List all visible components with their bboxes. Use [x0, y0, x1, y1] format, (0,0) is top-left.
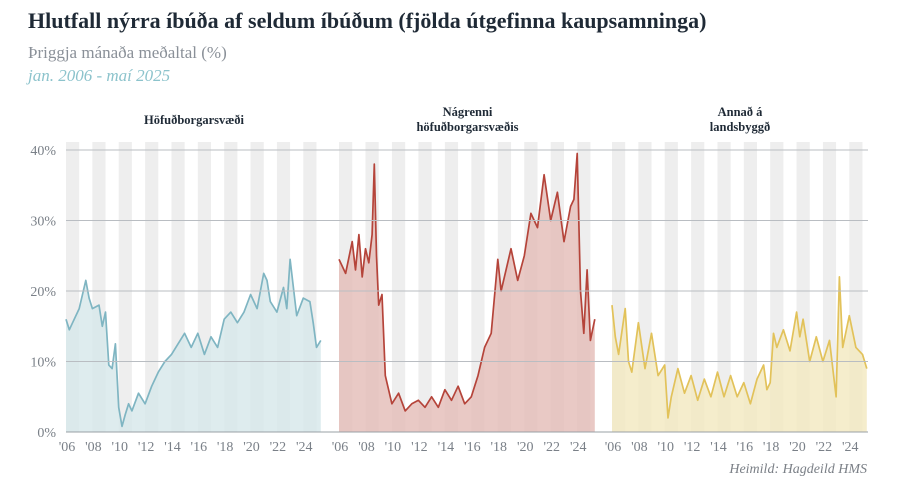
x-tick-label: '06: [59, 440, 76, 455]
year-band: [391, 142, 406, 432]
panel-title: höfuðborgarsvæðis: [416, 120, 518, 134]
chart-subtitle: Þriggja mánaða meðaltal (%): [28, 43, 227, 62]
x-tick-label: '10: [657, 440, 674, 455]
x-tick-label: '18: [763, 440, 780, 455]
y-tick-label: 40%: [30, 144, 56, 159]
x-tick-label: '08: [85, 440, 102, 455]
chart-period: jan. 2006 - maí 2025: [28, 66, 171, 85]
x-tick-label: '14: [438, 440, 455, 455]
year-band: [118, 142, 132, 432]
y-tick-label: 10%: [30, 356, 56, 371]
x-tick-label: '08: [631, 440, 648, 455]
x-tick-label: '12: [138, 440, 155, 455]
series-line: [65, 258, 322, 428]
x-tick-label: '20: [517, 440, 534, 455]
panel-title: Nágrenni: [443, 105, 493, 119]
x-tick-label: '22: [816, 440, 833, 455]
y-tick-label: 30%: [30, 215, 56, 230]
x-tick-label: '22: [270, 440, 287, 455]
year-band: [691, 142, 705, 432]
x-tick-label: '16: [737, 440, 754, 455]
x-tick-label: '18: [217, 440, 234, 455]
source-note: Heimild: Hagdeild HMS: [729, 462, 867, 477]
chart-title: Hlutfall nýrra íbúða af seldum íbúðum (f…: [28, 8, 707, 33]
panel-title: Höfuðborgarsvæði: [144, 113, 245, 127]
x-tick-label: '10: [385, 440, 402, 455]
x-tick-label: '14: [164, 440, 181, 455]
x-tick-label: '16: [191, 440, 208, 455]
x-tick-label: '12: [684, 440, 701, 455]
year-band: [664, 142, 678, 432]
panel-title: landsbyggð: [710, 120, 770, 134]
year-band: [145, 142, 159, 432]
year-band: [418, 142, 432, 432]
x-tick-label: '10: [111, 440, 128, 455]
x-tick-label: '06: [605, 440, 622, 455]
x-tick-label: '24: [842, 440, 859, 455]
x-tick-label: '20: [789, 440, 806, 455]
x-tick-label: '24: [296, 440, 313, 455]
x-tick-label: '06: [332, 440, 349, 455]
series-line: [338, 152, 596, 412]
series-area-fill: [339, 153, 595, 432]
x-tick-label: '16: [464, 440, 481, 455]
series-area-fill: [612, 276, 867, 432]
year-band: [743, 142, 758, 432]
x-tick-label: '22: [543, 440, 560, 455]
y-tick-label: 0%: [37, 426, 56, 441]
x-tick-label: '18: [491, 440, 508, 455]
series-area-fill: [66, 259, 321, 432]
x-tick-label: '24: [570, 440, 587, 455]
series-line: [611, 276, 868, 419]
year-band: [444, 142, 459, 432]
y-tick-label: 20%: [30, 285, 56, 300]
x-tick-label: '20: [243, 440, 260, 455]
panel-title: Annað á: [718, 105, 764, 119]
x-tick-label: '08: [358, 440, 375, 455]
x-tick-label: '12: [411, 440, 428, 455]
year-band: [717, 142, 731, 432]
x-tick-label: '14: [710, 440, 727, 455]
